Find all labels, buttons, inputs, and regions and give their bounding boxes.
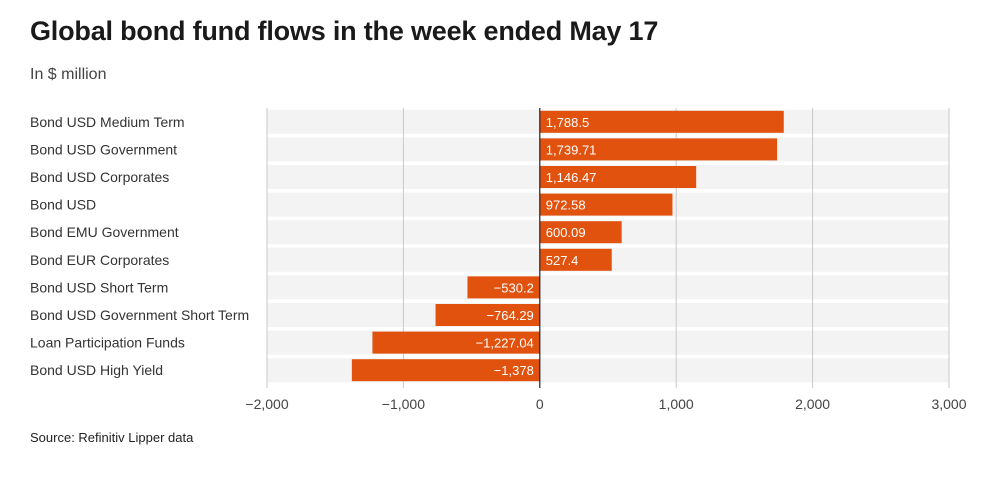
category-label: Bond EMU Government — [30, 224, 179, 240]
row-band — [267, 303, 949, 327]
bar — [372, 331, 540, 354]
value-label: 1,146.47 — [546, 170, 597, 185]
category-label: Bond USD Government Short Term — [30, 307, 249, 323]
value-label: −1,227.04 — [476, 336, 534, 351]
category-label: Bond USD — [30, 197, 96, 213]
value-label: −530.2 — [494, 280, 534, 295]
category-label: Bond EUR Corporates — [30, 252, 169, 268]
bar — [539, 166, 697, 188]
chart-subtitle: In $ million — [30, 66, 107, 83]
x-tick-label: 1,000 — [659, 396, 694, 412]
value-label: −764.29 — [486, 308, 533, 323]
bar — [539, 248, 612, 271]
bar — [539, 193, 673, 216]
row-band — [267, 330, 949, 355]
bar — [467, 276, 540, 299]
chart-title: Global bond fund flows in the week ended… — [30, 16, 659, 46]
category-label: Bond USD Government — [30, 141, 177, 157]
value-label: 1,739.71 — [546, 142, 597, 157]
x-tick-label: 2,000 — [795, 396, 830, 412]
x-tick-label: 3,000 — [931, 396, 966, 412]
value-label: 1,788.5 — [546, 115, 589, 130]
category-label: Bond USD High Yield — [30, 362, 163, 378]
value-label: −1,378 — [494, 363, 534, 378]
bar — [435, 304, 540, 326]
value-label: 600.09 — [546, 225, 586, 240]
value-label: 972.58 — [546, 198, 586, 213]
category-label: Bond USD Medium Term — [30, 114, 185, 130]
bar — [351, 359, 540, 382]
x-tick-label: −1,000 — [382, 396, 425, 412]
x-tick-label: −2,000 — [245, 396, 288, 412]
row-band — [267, 275, 949, 300]
bar — [539, 110, 784, 133]
value-label: 527.4 — [546, 253, 579, 268]
bar — [539, 138, 778, 161]
bar — [539, 221, 622, 244]
category-label: Bond USD Short Term — [30, 279, 168, 295]
x-tick-label: 0 — [536, 396, 544, 412]
category-label: Loan Participation Funds — [30, 335, 185, 351]
source-note: Source: Refinitiv Lipper data — [30, 430, 194, 445]
bar-chart: Bond USD Medium Term 1,788.5 Bond USD Gove… — [30, 108, 967, 412]
category-label: Bond USD Corporates — [30, 169, 169, 185]
